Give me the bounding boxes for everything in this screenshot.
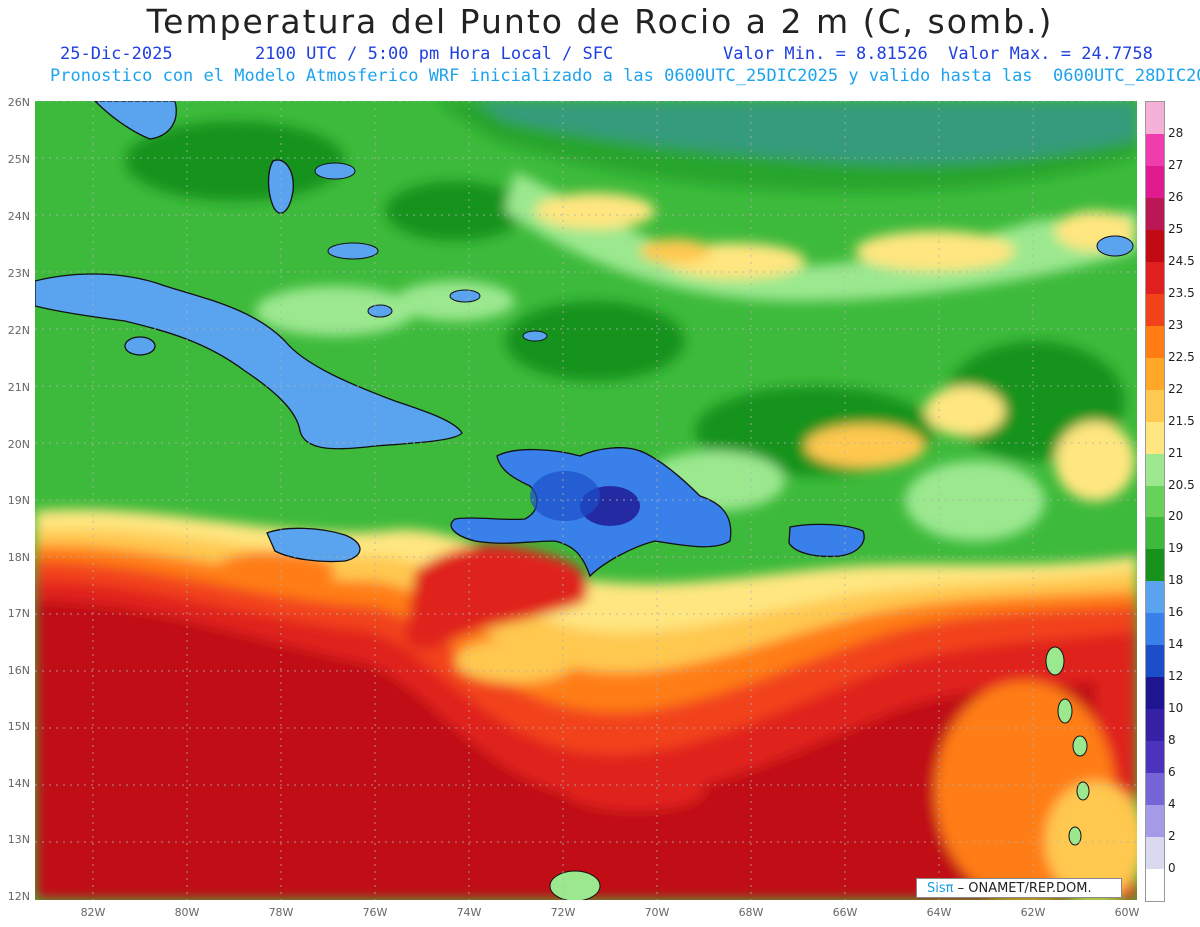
forecast-time: 2100 UTC / 5:00 pm Hora Local / SFC: [255, 44, 614, 64]
colorbar-label: 0: [1168, 861, 1176, 876]
lat-label: 18N: [7, 551, 30, 564]
lat-label: 21N: [7, 381, 30, 394]
lon-label: 64W: [926, 906, 952, 919]
colorbar-segment: [1146, 613, 1164, 646]
colorbar-label: 19: [1168, 541, 1184, 556]
colorbar-segment: [1146, 453, 1164, 486]
colorbar-label: 10: [1168, 701, 1184, 716]
colorbar-label: 21.5: [1168, 413, 1195, 428]
colorbar-segment: [1146, 357, 1164, 391]
colorbar-label: 20: [1168, 509, 1184, 524]
lon-label: 78W: [268, 906, 294, 919]
lat-label: 19N: [7, 494, 30, 507]
colorbar-segment: [1146, 805, 1164, 838]
colorbar-label: 2: [1168, 829, 1176, 844]
lon-label: 68W: [738, 906, 764, 919]
colorbar-segment: [1146, 197, 1164, 231]
colorbar-segment: [1146, 261, 1164, 295]
lat-label: 16N: [7, 664, 30, 677]
lon-label: 72W: [550, 906, 576, 919]
forecast-date: 25-Dic-2025: [60, 44, 173, 64]
colorbar-label: 8: [1168, 733, 1176, 748]
colorbar-segment: [1146, 549, 1164, 582]
colorbar-segment: [1146, 581, 1164, 614]
colorbar-segment: [1146, 485, 1164, 518]
colorbar-label: 14: [1168, 637, 1184, 652]
sispi-logo-text: Sisπ: [927, 881, 954, 896]
lat-label: 15N: [7, 720, 30, 733]
colorbar-label: 26: [1168, 189, 1184, 204]
colorbar-label: 23: [1168, 317, 1184, 332]
dewpoint-map: [35, 101, 1137, 900]
lon-label: 70W: [644, 906, 670, 919]
colorbar-label: 23.5: [1168, 285, 1195, 300]
lat-label: 25N: [7, 153, 30, 166]
colorbar-label: 6: [1168, 765, 1176, 780]
colorbar-segment: [1146, 677, 1164, 710]
credit-text: – ONAMET/REP.DOM.: [953, 881, 1092, 896]
colorbar-segment: [1146, 102, 1164, 135]
colorbar-label: 22.5: [1168, 349, 1195, 364]
colorbar-segment: [1146, 325, 1164, 359]
florida: [94, 101, 177, 140]
lat-label: 26N: [7, 96, 30, 109]
colorbar-segment: [1146, 741, 1164, 774]
colorbar-segment: [1146, 837, 1164, 870]
lat-label: 20N: [7, 438, 30, 451]
lon-label: 82W: [80, 906, 106, 919]
lon-label: 60W: [1114, 906, 1140, 919]
lat-label: 12N: [7, 890, 30, 903]
colorbar-segment: [1146, 517, 1164, 550]
colorbar-label: 22: [1168, 381, 1184, 396]
puerto-rico: [788, 523, 865, 558]
colorbar-segment: [1146, 421, 1164, 455]
lon-label: 62W: [1020, 906, 1046, 919]
lat-label: 24N: [7, 210, 30, 223]
colorbar-segment: [1146, 389, 1164, 423]
colorbar-label: 21: [1168, 445, 1184, 460]
colorbar-segment: [1146, 165, 1164, 199]
colorbar-segment: [1146, 293, 1164, 327]
cuba: [35, 273, 463, 450]
colorbar-label: 12: [1168, 669, 1184, 684]
colorbar-segment: [1146, 773, 1164, 806]
model-info: Pronostico con el Modelo Atmosferico WRF…: [50, 66, 1200, 86]
colorbar-segment: [1146, 645, 1164, 678]
lat-label: 13N: [7, 833, 30, 846]
map-title: Temperatura del Punto de Rocio a 2 m (C,…: [146, 2, 1054, 41]
colorbar-label: 16: [1168, 605, 1184, 620]
colorbar-segment: [1146, 229, 1164, 263]
isla-de-la-juventud: [124, 336, 156, 356]
lon-label: 66W: [832, 906, 858, 919]
colorbar: [1145, 101, 1165, 902]
lat-label: 14N: [7, 777, 30, 790]
lon-label: 76W: [362, 906, 388, 919]
lon-label: 80W: [174, 906, 200, 919]
credit-box: Sisπ – ONAMET/REP.DOM.: [916, 878, 1122, 898]
colorbar-label: 25: [1168, 221, 1184, 236]
lon-label: 74W: [456, 906, 482, 919]
colorbar-segment: [1146, 869, 1164, 902]
colorbar-label: 4: [1168, 797, 1176, 812]
colorbar-label: 28: [1168, 125, 1184, 140]
lat-label: 23N: [7, 267, 30, 280]
min-max-values: Valor Min. = 8.81526 Valor Max. = 24.775…: [723, 44, 1153, 64]
colorbar-label: 24.5: [1168, 253, 1195, 268]
lat-label: 17N: [7, 607, 30, 620]
jamaica: [266, 527, 361, 563]
lat-label: 22N: [7, 324, 30, 337]
colorbar-label: 20.5: [1168, 477, 1195, 492]
colorbar-label: 18: [1168, 573, 1184, 588]
colorbar-segment: [1146, 133, 1164, 167]
colorbar-label: 27: [1168, 157, 1184, 172]
colorbar-segment: [1146, 709, 1164, 742]
